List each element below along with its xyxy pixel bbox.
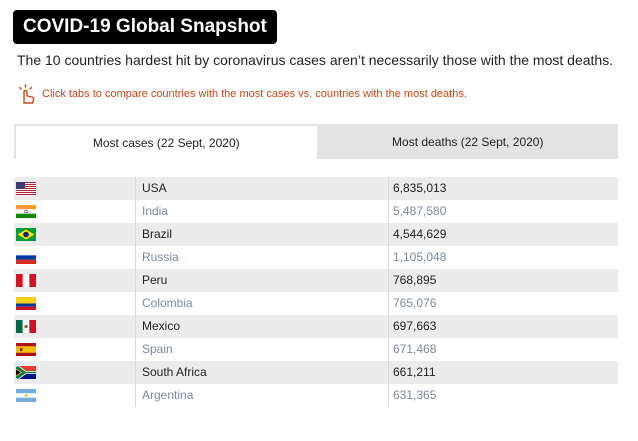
case-count: 768,895 bbox=[388, 269, 618, 292]
case-count: 631,365 bbox=[388, 384, 618, 407]
page-title: COVID-19 Global Snapshot bbox=[13, 10, 277, 44]
peru-flag-icon bbox=[16, 274, 36, 287]
table-row: India 5,487,580 bbox=[14, 200, 618, 223]
table-row: Argentina 631,365 bbox=[14, 384, 618, 407]
hint: Click tabs to compare countries with the… bbox=[16, 83, 467, 105]
colombia-flag-icon bbox=[16, 297, 36, 310]
country-name: Colombia bbox=[135, 292, 388, 315]
country-name: Brazil bbox=[135, 223, 388, 246]
table-row: USA 6,835,013 bbox=[14, 177, 618, 200]
pointing-hand-icon bbox=[16, 83, 38, 105]
country-name: Argentina bbox=[135, 384, 388, 407]
brazil-flag-icon bbox=[16, 228, 36, 241]
india-flag-icon bbox=[16, 205, 36, 218]
table-row: Spain 671,468 bbox=[14, 338, 618, 361]
case-count: 671,468 bbox=[388, 338, 618, 361]
usa-flag-icon bbox=[16, 182, 36, 195]
country-name: Mexico bbox=[135, 315, 388, 338]
page-subtitle: The 10 countries hardest hit by coronavi… bbox=[17, 52, 614, 68]
case-count: 4,544,629 bbox=[388, 223, 618, 246]
country-name: Spain bbox=[135, 338, 388, 361]
table-row: Peru 768,895 bbox=[14, 269, 618, 292]
table-row: Russia 1,105,048 bbox=[14, 246, 618, 269]
russia-flag-icon bbox=[16, 251, 36, 264]
case-count: 765,076 bbox=[388, 292, 618, 315]
country-name: South Africa bbox=[135, 361, 388, 384]
south-africa-flag-icon bbox=[16, 366, 36, 379]
country-name: Russia bbox=[135, 246, 388, 269]
table-row: Mexico 697,663 bbox=[14, 315, 618, 338]
mexico-flag-icon bbox=[16, 320, 36, 333]
tab-bar: Most cases (22 Sept, 2020) Most deaths (… bbox=[14, 124, 618, 159]
country-name: USA bbox=[135, 177, 388, 200]
country-name: Peru bbox=[135, 269, 388, 292]
tab-most-cases[interactable]: Most cases (22 Sept, 2020) bbox=[15, 125, 318, 159]
spain-flag-icon bbox=[16, 343, 36, 356]
cases-table: USA 6,835,013 India 5,487,580 Brazil 4,5… bbox=[14, 177, 618, 407]
argentina-flag-icon bbox=[16, 389, 36, 402]
tab-most-deaths[interactable]: Most deaths (22 Sept, 2020) bbox=[392, 134, 544, 149]
table-row: Colombia 765,076 bbox=[14, 292, 618, 315]
case-count: 661,211 bbox=[388, 361, 618, 384]
table-row: South Africa 661,211 bbox=[14, 361, 618, 384]
table-row: Brazil 4,544,629 bbox=[14, 223, 618, 246]
case-count: 697,663 bbox=[388, 315, 618, 338]
case-count: 5,487,580 bbox=[388, 200, 618, 223]
case-count: 1,105,048 bbox=[388, 246, 618, 269]
hint-text: Click tabs to compare countries with the… bbox=[42, 88, 467, 100]
country-name: India bbox=[135, 200, 388, 223]
case-count: 6,835,013 bbox=[388, 177, 618, 200]
